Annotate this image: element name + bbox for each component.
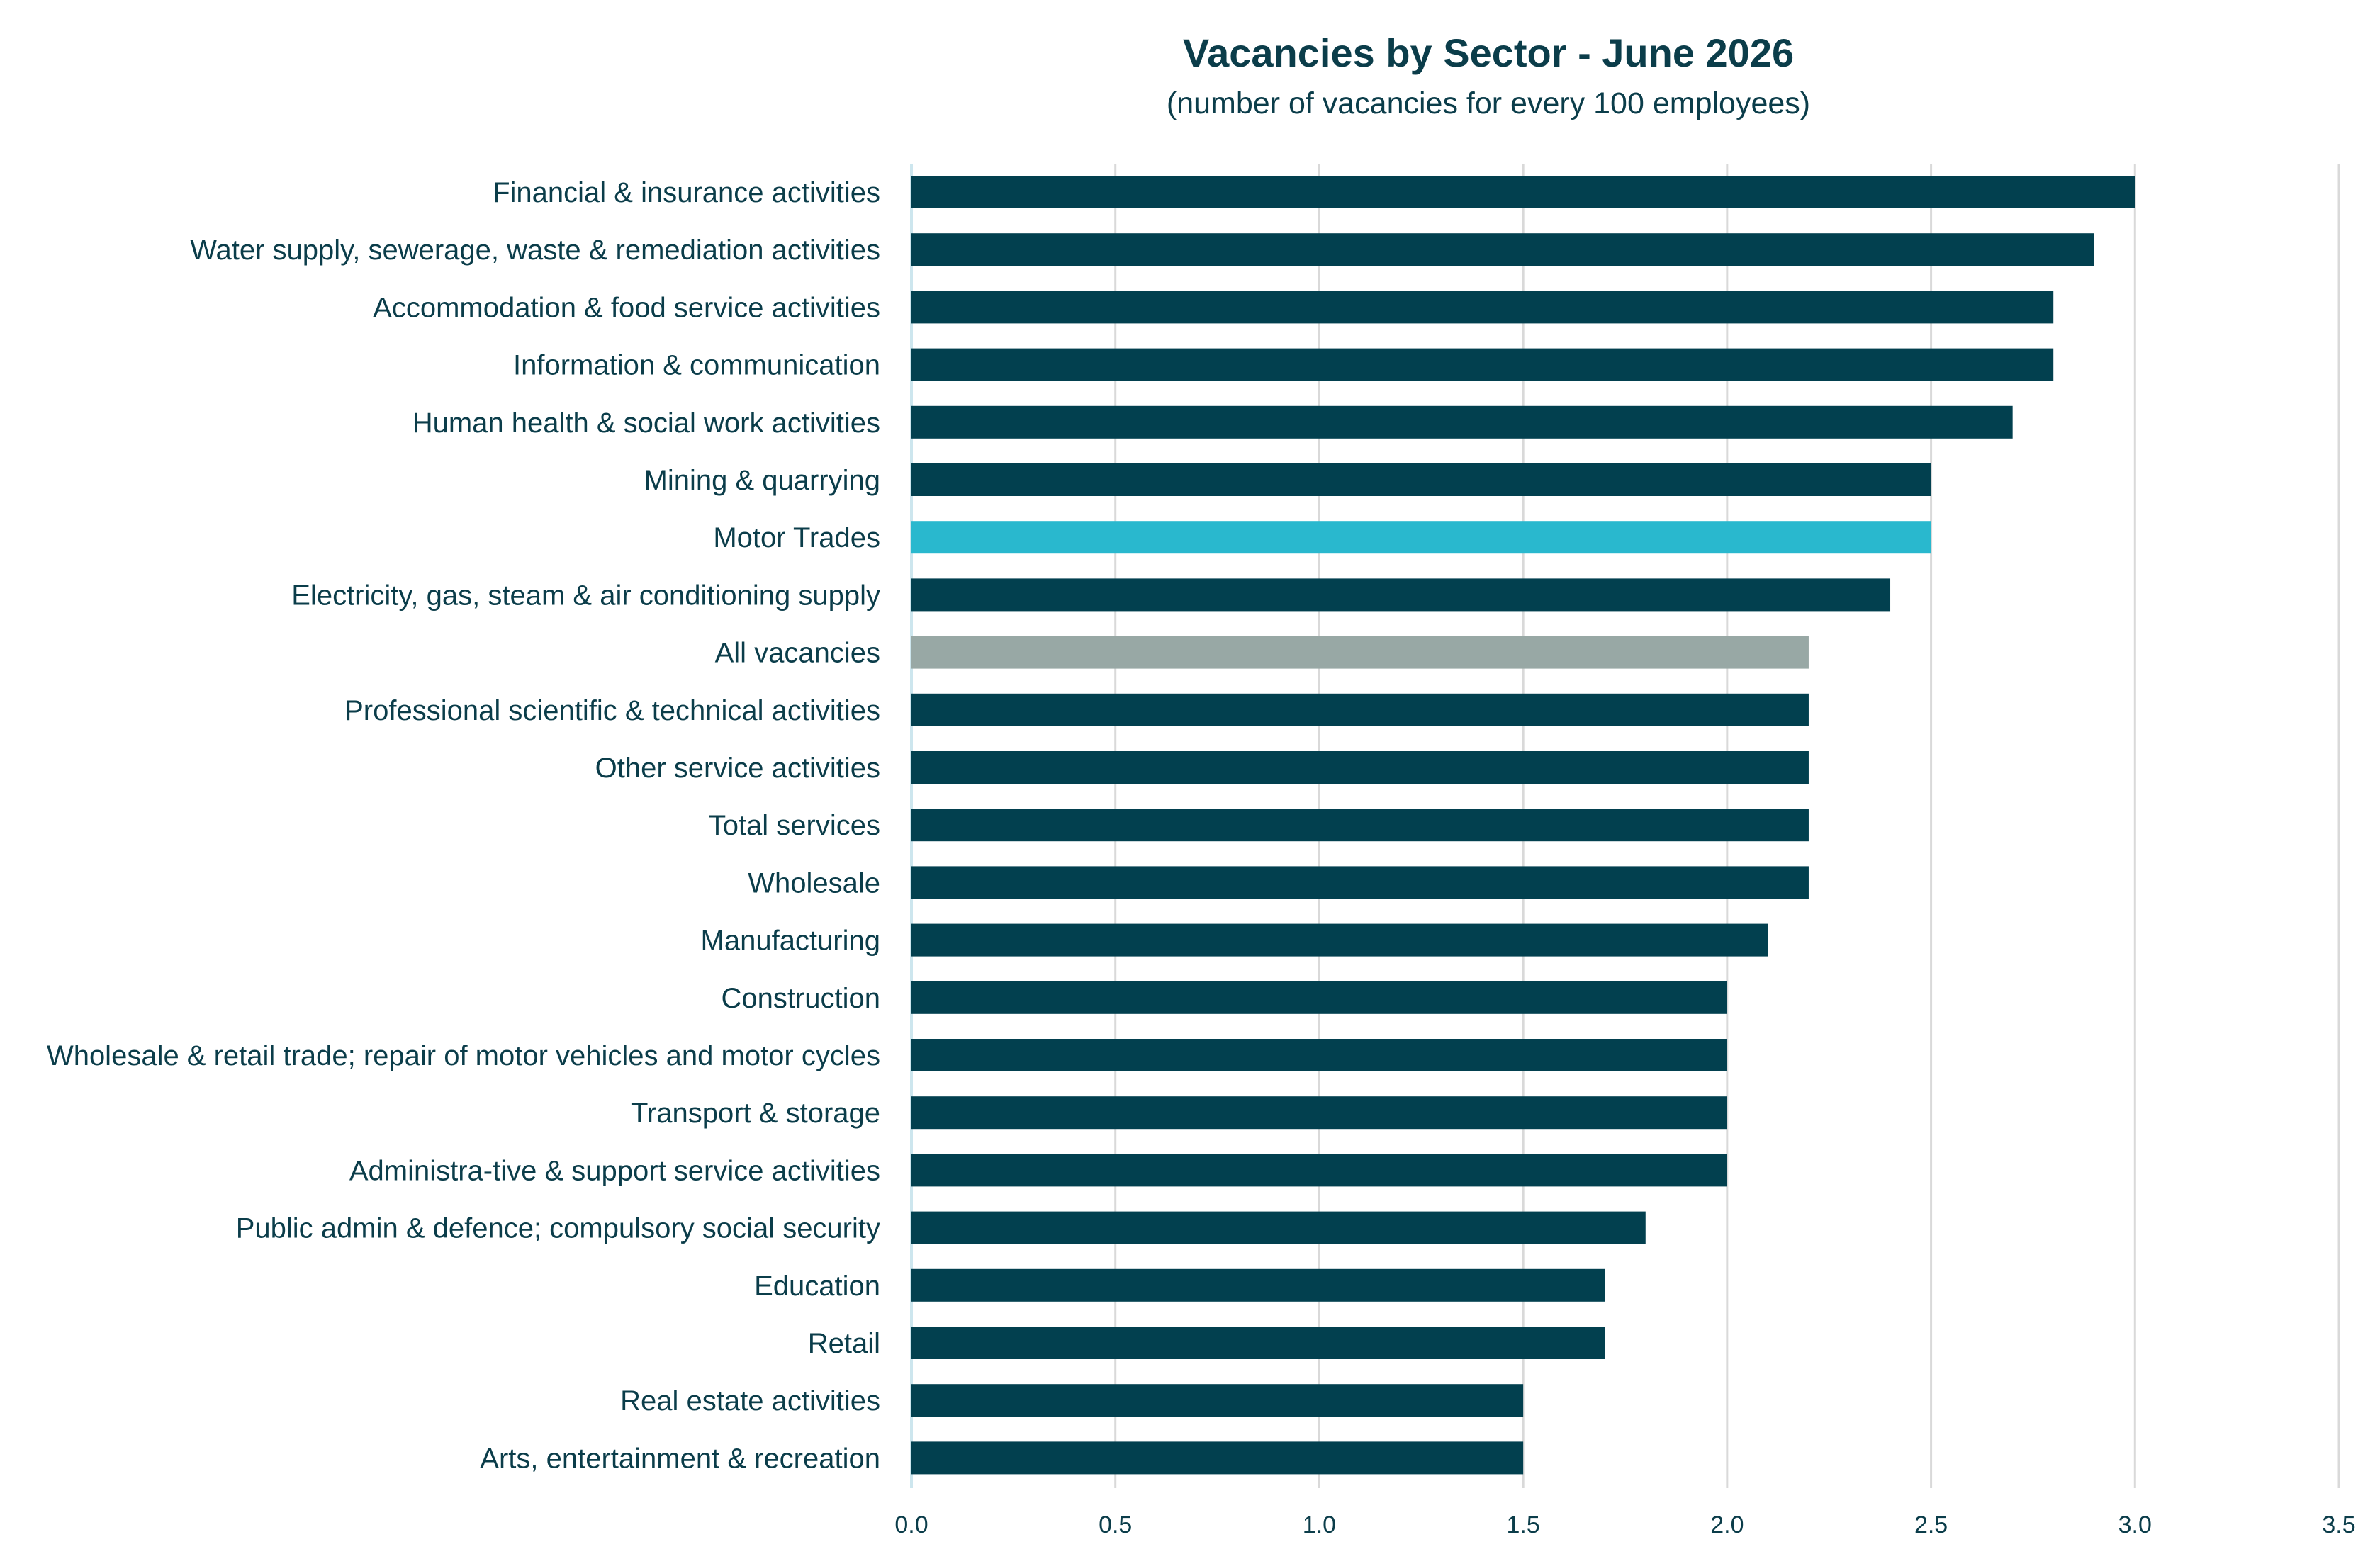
bar bbox=[911, 1211, 1646, 1244]
category-label: Financial & insurance activities bbox=[493, 177, 880, 208]
bar bbox=[911, 521, 1931, 554]
bar bbox=[911, 923, 1768, 957]
x-tick-label: 1.0 bbox=[1303, 1511, 1336, 1538]
category-label: Other service activities bbox=[595, 753, 880, 784]
bar bbox=[911, 809, 1809, 842]
category-label: Manufacturing bbox=[701, 925, 880, 957]
x-tick-label: 3.5 bbox=[2322, 1511, 2355, 1538]
category-label: Information & communication bbox=[513, 350, 880, 381]
x-tick-label: 2.5 bbox=[1914, 1511, 1948, 1538]
bar bbox=[911, 693, 1809, 726]
category-label: Retail bbox=[808, 1328, 880, 1359]
category-label: Construction bbox=[721, 983, 880, 1014]
category-label: Transport & storage bbox=[631, 1098, 880, 1129]
category-label: Professional scientific & technical acti… bbox=[344, 695, 880, 726]
x-axis-tick-labels: 0.0 0.5 1.0 1.5 2.0 2.5 3.0 3.5 bbox=[894, 1511, 2355, 1538]
bar bbox=[911, 348, 2054, 381]
category-label: All vacancies bbox=[715, 638, 880, 669]
bar bbox=[911, 1268, 1605, 1302]
bar bbox=[911, 1096, 1727, 1130]
bar bbox=[911, 1039, 1727, 1071]
x-tick-label: 2.0 bbox=[1710, 1511, 1744, 1538]
bar bbox=[911, 636, 1809, 669]
bar bbox=[911, 463, 1931, 496]
category-label: Wholesale & retail trade; repair of moto… bbox=[47, 1040, 880, 1071]
category-label: Water supply, sewerage, waste & remediat… bbox=[190, 235, 880, 266]
x-tick-label: 0.0 bbox=[894, 1511, 928, 1538]
chart-subtitle: (number of vacancies for every 100 emplo… bbox=[1167, 86, 1810, 120]
category-label: Public admin & defence; compulsory socia… bbox=[236, 1213, 880, 1244]
x-tick-label: 0.5 bbox=[1099, 1511, 1132, 1538]
category-label: Administra-tive & support service activi… bbox=[349, 1155, 880, 1186]
bar bbox=[911, 1441, 1524, 1475]
category-label: Human health & social work activities bbox=[412, 407, 880, 439]
bar bbox=[911, 1154, 1727, 1187]
bar bbox=[911, 1327, 1605, 1359]
bar bbox=[911, 233, 2094, 266]
category-label: Motor Trades bbox=[713, 522, 880, 553]
category-labels: Financial & insurance activities Water su… bbox=[47, 177, 880, 1474]
bars bbox=[911, 176, 2135, 1475]
chart-title: Vacancies by Sector - June 2026 bbox=[1183, 30, 1794, 75]
category-label: Electricity, gas, steam & air conditioni… bbox=[291, 580, 880, 611]
category-label: Arts, entertainment & recreation bbox=[480, 1443, 880, 1474]
bar bbox=[911, 578, 1891, 612]
bar bbox=[911, 981, 1727, 1014]
bar bbox=[911, 291, 2054, 324]
category-label: Real estate activities bbox=[620, 1385, 880, 1417]
category-label: Accommodation & food service activities bbox=[373, 292, 880, 323]
category-label: Mining & quarrying bbox=[644, 465, 881, 496]
bar bbox=[911, 866, 1809, 899]
bar bbox=[911, 1384, 1524, 1417]
category-label: Education bbox=[754, 1271, 880, 1302]
x-tick-label: 3.0 bbox=[2118, 1511, 2152, 1538]
bar bbox=[911, 176, 2135, 208]
x-tick-label: 1.5 bbox=[1507, 1511, 1540, 1538]
category-label: Total services bbox=[709, 810, 880, 841]
category-label: Wholesale bbox=[748, 867, 880, 899]
bar bbox=[911, 405, 2013, 439]
bar bbox=[911, 751, 1809, 784]
